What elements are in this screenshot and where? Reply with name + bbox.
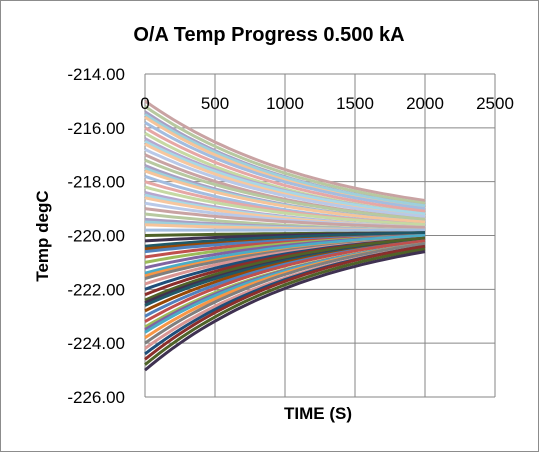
series-line — [144, 250, 426, 372]
y-tick-label: -222.00 — [67, 280, 125, 299]
x-tick-label: 500 — [201, 94, 229, 113]
y-tick-labels: -214.00 -216.00 -218.00 -220.00 -222.00 -224.… — [67, 65, 125, 407]
series-line — [144, 185, 426, 227]
x-tick-label: 1000 — [266, 94, 304, 113]
series-line — [144, 242, 426, 345]
x-tick-label: 2000 — [406, 94, 444, 113]
series-line — [144, 169, 426, 224]
x-tick-label: 2500 — [476, 94, 514, 113]
series-line — [144, 239, 426, 323]
y-tick-label: -224.00 — [67, 334, 125, 353]
series-line — [144, 207, 426, 229]
series-line — [144, 158, 426, 221]
chart-title: O/A Temp Progress 0.500 kA — [133, 24, 404, 46]
y-axis-label: Temp degC — [33, 190, 52, 281]
series-line — [144, 236, 426, 302]
y-tick-label: -218.00 — [67, 173, 125, 192]
x-tick-label: 0 — [140, 94, 149, 113]
x-tick-labels: 0 500 1000 1500 2000 2500 — [140, 94, 514, 113]
series-line — [144, 234, 426, 275]
y-tick-label: -214.00 — [67, 65, 125, 84]
series-line — [144, 148, 426, 219]
series-line — [144, 121, 426, 211]
series-line — [144, 113, 426, 208]
series-line — [144, 247, 426, 366]
x-tick-label: 1500 — [336, 94, 374, 113]
series-line — [144, 139, 426, 216]
x-axis-label: TIME (S) — [284, 404, 352, 423]
y-tick-label: -226.00 — [67, 388, 125, 407]
series-line — [144, 231, 426, 248]
series-line — [144, 126, 426, 213]
series-line — [144, 105, 426, 205]
series-line — [144, 99, 426, 202]
series-lines — [144, 99, 426, 372]
y-tick-label: -220.00 — [67, 227, 125, 246]
y-tick-label: -216.00 — [67, 119, 125, 138]
series-line — [144, 244, 426, 361]
